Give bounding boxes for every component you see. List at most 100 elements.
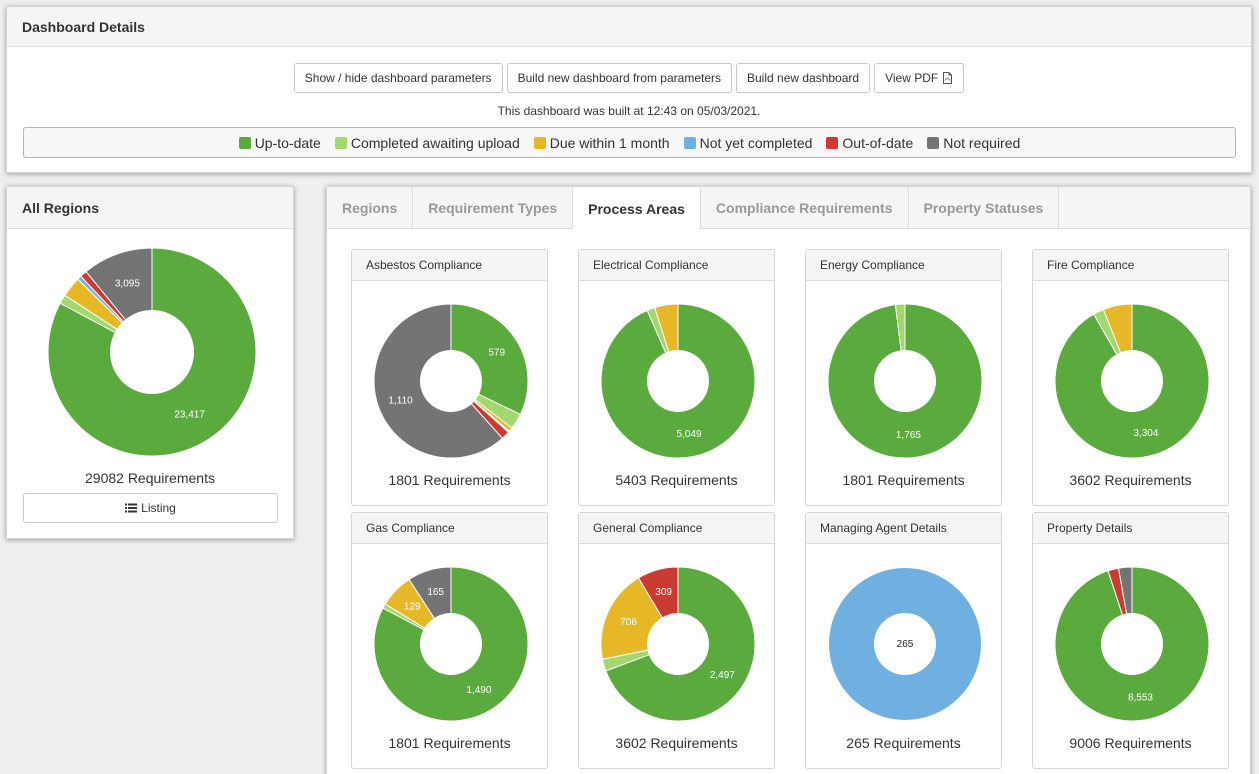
process-area-donut-chart: 265 (828, 567, 982, 721)
legend-label: Due within 1 month (549, 134, 670, 151)
process-area-card: Gas Compliance 1,490 129 165 1801 Requiremen… (351, 512, 548, 769)
tab-process-areas[interactable]: Process Areas (573, 187, 701, 230)
process-area-donut-chart: 1,765 (828, 304, 982, 458)
slice-value-label: 265 (897, 639, 914, 650)
donut-hole (874, 613, 936, 675)
donut-hole (874, 350, 936, 412)
legend-label: Not yet completed (699, 134, 813, 151)
requirements-total: 29082 Requirements (85, 470, 215, 486)
process-area-donut-chart: 579 1,110 (374, 304, 528, 458)
requirements-total: 3602 Requirements (1069, 472, 1192, 488)
legend-swatch (927, 136, 940, 149)
slice-value-label: 165 (427, 587, 444, 598)
build-from-parameters-button[interactable]: Build new dashboard from parameters (506, 63, 732, 93)
requirements-total: 1801 Requirements (388, 735, 511, 751)
built-timestamp: This dashboard was built at 12:43 on 05/… (497, 104, 761, 118)
view-pdf-label: View PDF (885, 71, 939, 85)
status-legend: Up-to-date Completed awaiting upload Due w… (23, 127, 1236, 158)
donut-hole (1101, 350, 1163, 412)
legend-item-due-within-1-month[interactable]: Due within 1 month (533, 134, 670, 151)
slice-value-label: 2,497 (710, 670, 735, 681)
card-title: Energy Compliance (806, 250, 1001, 281)
card-title: Electrical Compliance (579, 250, 774, 281)
dashboard-details-panel: Dashboard Details Show / hide dashboard … (6, 6, 1252, 173)
pdf-file-icon (943, 72, 953, 84)
requirements-total: 5403 Requirements (615, 472, 738, 488)
card-title: Property Details (1033, 513, 1228, 544)
legend-item-up-to-date[interactable]: Up-to-date (238, 134, 321, 151)
listing-button[interactable]: Listing (23, 493, 278, 523)
tab-property-statuses[interactable]: Property Statuses (909, 187, 1060, 228)
tab-regions[interactable]: Regions (327, 187, 414, 228)
process-area-card: Managing Agent Details 265 265 Requirement… (805, 512, 1002, 769)
process-area-card: Asbestos Compliance 579 1,110 1801 Requirem… (351, 249, 548, 506)
legend-label: Completed awaiting upload (350, 134, 520, 151)
donut-hole (420, 613, 482, 675)
slice-value-label: 129 (404, 601, 421, 612)
tab-bar: Regions Requirement Types Process Areas … (327, 187, 1250, 230)
process-area-donut-chart: 1,490 129 165 (374, 567, 528, 721)
slice-value-label: 579 (488, 347, 505, 358)
all-regions-donut-chart: 23,417 3,095 (48, 248, 256, 456)
process-area-donut-chart: 5,049 (601, 304, 755, 458)
tab-compliance-requirements[interactable]: Compliance Requirements (701, 187, 909, 228)
donut-hole (647, 613, 709, 675)
panel-title: All Regions (7, 187, 293, 229)
list-icon (125, 503, 138, 513)
process-area-donut-chart: 2,497 706 309 (601, 567, 755, 721)
slice-value-label: 23,417 (174, 410, 205, 421)
card-title: General Compliance (579, 513, 774, 544)
process-area-card: Electrical Compliance 5,049 5403 Requireme… (578, 249, 775, 506)
tab-requirement-types[interactable]: Requirement Types (413, 187, 574, 228)
listing-label: Listing (141, 501, 176, 515)
legend-swatch (238, 136, 251, 149)
slice-value-label: 5,049 (677, 429, 702, 440)
donut-hole (110, 310, 194, 394)
slice-value-label: 1,765 (896, 430, 921, 441)
process-area-card: Fire Compliance 3,304 3602 Requirements (1032, 249, 1229, 506)
build-new-dashboard-button[interactable]: Build new dashboard (736, 63, 871, 93)
requirements-total: 9006 Requirements (1069, 735, 1192, 751)
legend-swatch (683, 136, 696, 149)
card-title: Fire Compliance (1033, 250, 1228, 281)
requirements-total: 1801 Requirements (388, 472, 511, 488)
requirements-total: 1801 Requirements (842, 472, 965, 488)
all-regions-panel: All Regions 23,417 3,095 29082 Requiremen… (6, 186, 294, 539)
slice-value-label: 3,095 (115, 278, 140, 289)
process-areas-panel: Regions Requirement Types Process Areas … (326, 186, 1251, 774)
slice-up-to-date[interactable] (48, 248, 256, 456)
process-area-donut-chart: 8,553 (1055, 567, 1209, 721)
card-title: Asbestos Compliance (352, 250, 547, 281)
view-pdf-button[interactable]: View PDF (874, 63, 965, 93)
card-title: Managing Agent Details (806, 513, 1001, 544)
legend-label: Up-to-date (254, 134, 321, 151)
slice-value-label: 706 (620, 617, 637, 628)
requirements-total: 265 Requirements (846, 735, 961, 751)
legend-item-not-yet-completed[interactable]: Not yet completed (683, 134, 813, 151)
process-area-donut-chart: 3,304 (1055, 304, 1209, 458)
process-area-card: General Compliance 2,497 706 309 3602 Requir… (578, 512, 775, 769)
toggle-parameters-button[interactable]: Show / hide dashboard parameters (293, 63, 503, 93)
process-area-card: Property Details 8,553 9006 Requirements (1032, 512, 1229, 769)
donut-hole (647, 350, 709, 412)
donut-hole (420, 350, 482, 412)
legend-item-completed-awaiting-upload[interactable]: Completed awaiting upload (334, 134, 520, 151)
slice-value-label: 1,490 (466, 685, 491, 696)
slice-value-label: 309 (655, 587, 672, 598)
card-title: Gas Compliance (352, 513, 547, 544)
action-buttons: Show / hide dashboard parameters Build n… (7, 63, 1251, 93)
legend-item-not-required[interactable]: Not required (927, 135, 1020, 151)
slice-value-label: 3,304 (1133, 428, 1158, 439)
donut-hole (1101, 613, 1163, 675)
panel-title: Dashboard Details (7, 7, 1251, 47)
legend-swatch (334, 136, 347, 149)
requirements-total: 3602 Requirements (615, 735, 738, 751)
slice-value-label: 8,553 (1128, 692, 1153, 703)
legend-item-out-of-date[interactable]: Out-of-date (826, 135, 913, 151)
legend-label: Not required (943, 134, 1021, 151)
legend-swatch (533, 136, 546, 149)
legend-label: Out-of-date (842, 134, 914, 151)
legend-swatch (826, 136, 839, 149)
slice-value-label: 1,110 (388, 395, 413, 406)
process-area-card: Energy Compliance 1,765 1801 Requirements (805, 249, 1002, 506)
